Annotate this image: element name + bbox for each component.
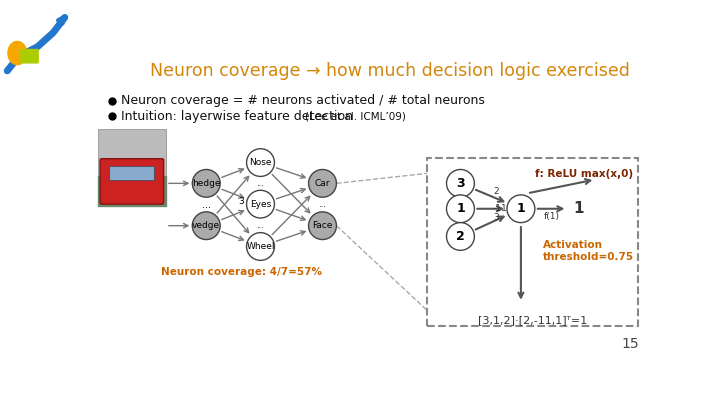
Bar (109, 166, 154, 179)
Text: 15: 15 (621, 337, 639, 351)
Text: Car: Car (315, 179, 330, 188)
FancyBboxPatch shape (100, 159, 163, 204)
Text: Nose: Nose (249, 158, 271, 167)
Text: Neuron coverage = # neurons activated / # total neurons: Neuron coverage = # neurons activated / … (121, 94, 485, 107)
Text: Face: Face (312, 221, 333, 230)
Text: ...: ... (202, 200, 211, 209)
Text: ...: ... (256, 179, 264, 188)
Circle shape (446, 195, 474, 223)
Text: f: ReLU max(x,0): f: ReLU max(x,0) (535, 169, 634, 179)
Text: Neuron coverage: 4/7=57%: Neuron coverage: 4/7=57% (161, 267, 322, 277)
Circle shape (192, 169, 220, 197)
Text: Intuition: layerwise feature detection: Intuition: layerwise feature detection (121, 110, 357, 123)
Text: [3,1,2]·[2,-11,1]ᵀ=1: [3,1,2]·[2,-11,1]ᵀ=1 (478, 315, 587, 325)
Text: hedge: hedge (192, 179, 220, 188)
Bar (98, 130, 166, 207)
Text: 1: 1 (573, 201, 583, 216)
FancyBboxPatch shape (427, 158, 638, 326)
Text: 1: 1 (516, 202, 526, 215)
Circle shape (507, 195, 535, 223)
Circle shape (246, 190, 274, 218)
Text: ...: ... (318, 200, 326, 209)
Text: 2: 2 (456, 230, 465, 243)
Circle shape (309, 212, 336, 240)
Text: vedge: vedge (192, 221, 220, 230)
Text: -11: -11 (493, 204, 508, 213)
Circle shape (8, 41, 27, 65)
Circle shape (309, 169, 336, 197)
Text: f(1): f(1) (544, 212, 560, 221)
Circle shape (246, 149, 274, 177)
Bar (98, 176, 166, 207)
Text: Wheel: Wheel (246, 242, 275, 251)
Circle shape (446, 223, 474, 250)
Text: 2: 2 (493, 187, 499, 196)
Circle shape (446, 169, 474, 197)
Text: 3: 3 (493, 213, 499, 222)
Text: ...: ... (256, 221, 264, 230)
Text: 3: 3 (456, 177, 465, 190)
Text: (Lee et al. ICML’09): (Lee et al. ICML’09) (305, 111, 406, 122)
Text: 1: 1 (456, 202, 465, 215)
Text: Eyes: Eyes (250, 200, 271, 209)
Circle shape (246, 232, 274, 260)
Text: Neuron coverage → how much decision logic exercised: Neuron coverage → how much decision logi… (150, 62, 630, 81)
FancyBboxPatch shape (21, 49, 38, 63)
Text: Activation
threshold=0.75: Activation threshold=0.75 (543, 240, 634, 262)
Text: 3: 3 (238, 197, 244, 206)
Circle shape (192, 212, 220, 240)
